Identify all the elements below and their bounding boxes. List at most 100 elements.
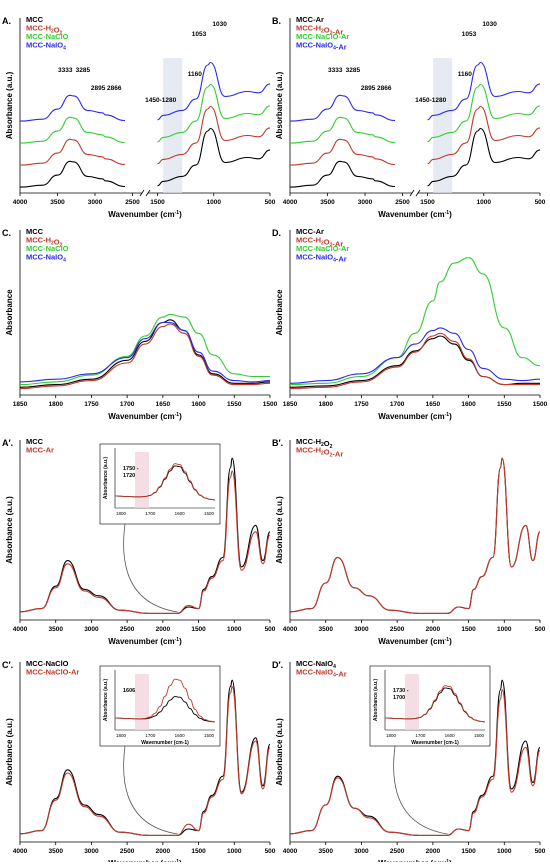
panel-b-prime: B′. 4000 3500 3000 2500 2000 1500 1000 500 Wavenu… — [272, 437, 546, 646]
inset-frame — [369, 665, 491, 747]
x-tick-label: 1500 — [191, 626, 206, 633]
x-tick-label: 3500 — [50, 199, 65, 206]
x-tick-label: 1500 — [150, 199, 165, 206]
legend-item: MCC-Ar — [26, 446, 54, 455]
x-tick-label: 2000 — [426, 626, 441, 633]
legend-item: MCC-H2O2 — [26, 236, 63, 249]
x-tick-label: 2000 — [426, 848, 441, 855]
x-tick-label: 1550 — [497, 401, 512, 408]
x-tick-label: 4000 — [13, 848, 28, 855]
series-line — [157, 83, 271, 143]
inset-band — [135, 452, 149, 508]
peak-label: 1053 — [192, 31, 207, 38]
x-tick-label: 1000 — [227, 848, 242, 855]
panel-b: B. 4000 3500 3000 2500 1500 1000 500 Wavenumber … — [272, 15, 546, 219]
legend-item: MCC-NaIO4 — [26, 253, 66, 264]
x-axis-label: Wavenumber (cm-1) — [378, 412, 452, 421]
y-axis-label: Absorbance (a.u.) — [275, 71, 284, 139]
peak-label: 1160 — [188, 71, 202, 78]
x-tick-label: 3500 — [48, 626, 63, 633]
x-tick-label: 1600 — [191, 401, 206, 408]
legend-item: MCC-H2O2 — [296, 437, 333, 450]
x-tick-label: 1750 — [84, 401, 99, 408]
x-tick-label: 1500 — [263, 401, 278, 408]
region-label: 1450-1280 — [145, 97, 176, 104]
x-tick-label: 1000 — [477, 199, 492, 206]
peak-label: 3285 — [346, 67, 361, 74]
series-line — [289, 332, 540, 390]
panel-label: D. — [272, 228, 281, 238]
shaded-band — [163, 58, 183, 193]
series-line — [289, 689, 541, 836]
legend-item: MCC — [26, 437, 44, 446]
inset-tick-label: 1700 — [145, 511, 156, 516]
panel-label: B. — [272, 16, 281, 26]
x-tick-label: 4000 — [283, 626, 298, 633]
x-tick-label: 1500 — [461, 626, 476, 633]
legend-item: MCC-NaIO4 — [26, 41, 66, 52]
axis-break-mark — [139, 189, 145, 197]
series-line — [427, 127, 541, 187]
x-tick-label: 1550 — [227, 401, 242, 408]
x-tick-label: 500 — [535, 199, 546, 206]
series-line — [289, 457, 541, 614]
inset-series-line — [114, 463, 216, 501]
legend-item: MCC — [26, 15, 44, 24]
peak-label: 1160 — [458, 71, 472, 78]
series-line — [19, 116, 126, 144]
y-axis-label: Absorbance (a.u.) — [5, 718, 14, 786]
legend-item: MCC-NaIO4-Ar — [296, 253, 347, 264]
axis-break-gap — [142, 191, 148, 195]
x-tick-label: 1500 — [191, 848, 206, 855]
region-label: 1450-1280 — [415, 97, 446, 104]
x-tick-label: 3500 — [48, 848, 63, 855]
x-tick-label: 1500 — [461, 848, 476, 855]
legend-item: MCC-NaClO-Ar — [296, 32, 349, 41]
x-tick-label: 2000 — [156, 848, 171, 855]
x-tick-label: 2500 — [120, 626, 135, 633]
inset-note: 1606 — [123, 688, 135, 694]
series-line — [289, 116, 396, 144]
legend-item: MCC-H2O2-Ar — [296, 446, 343, 459]
x-tick-label: 2500 — [125, 199, 140, 206]
x-tick-label: 1850 — [13, 401, 28, 408]
x-tick-label: 500 — [535, 848, 546, 855]
legend-item: MCC-NaClO — [26, 32, 69, 41]
x-tick-label: 1650 — [156, 401, 171, 408]
inset-band — [405, 674, 419, 730]
legend-item: MCC-NaClO-Ar — [26, 668, 79, 677]
x-tick-label: 3500 — [320, 199, 335, 206]
legend-item: MCC-NaIO4-Ar — [296, 41, 347, 52]
x-tick-label: 1500 — [420, 199, 435, 206]
peak-label: 2895 — [91, 85, 106, 92]
y-axis-label: Absorbance — [275, 289, 284, 336]
series-line — [19, 313, 270, 386]
series-line — [19, 94, 126, 122]
y-axis-label: Absorbance (a.u.) — [5, 496, 14, 564]
inset-tick-label: 1800 — [386, 733, 397, 738]
panel-c: C. 1850 1800 1750 1700 1650 1600 1550 1500 Wavenu… — [2, 227, 278, 421]
peak-label: 2866 — [107, 85, 122, 92]
axis-break-mark — [145, 189, 151, 197]
legend-item: MCC-H2O2-Ar — [296, 236, 343, 249]
panel-c-prime: C′. 4000 3500 3000 2500 2000 1500 1000 500 Wavenu… — [2, 659, 276, 867]
panel-a-prime: A′. 4000 3500 3000 2500 2000 1500 1000 500 Wavenu… — [2, 437, 276, 646]
x-tick-label: 1700 — [390, 401, 405, 408]
x-tick-label: 2500 — [395, 199, 410, 206]
x-tick-label: 1700 — [120, 401, 135, 408]
series-line — [19, 323, 271, 390]
x-axis-label: Wavenumber (cm-1) — [378, 637, 452, 646]
x-tick-label: 500 — [265, 848, 276, 855]
inset-note: 1730 - — [393, 688, 409, 694]
panel-label: C′. — [2, 660, 13, 670]
legend-item: MCC-NaIO4-Ar — [296, 668, 347, 679]
series-line — [157, 127, 271, 187]
panel-label: A. — [2, 16, 11, 26]
inset-tick-label: 1600 — [445, 733, 456, 738]
series-line — [289, 457, 541, 614]
inset-series-line — [114, 678, 216, 723]
x-tick-label: 3000 — [84, 626, 99, 633]
legend-item: MCC-NaClO — [26, 244, 69, 253]
x-tick-label: 500 — [265, 626, 276, 633]
